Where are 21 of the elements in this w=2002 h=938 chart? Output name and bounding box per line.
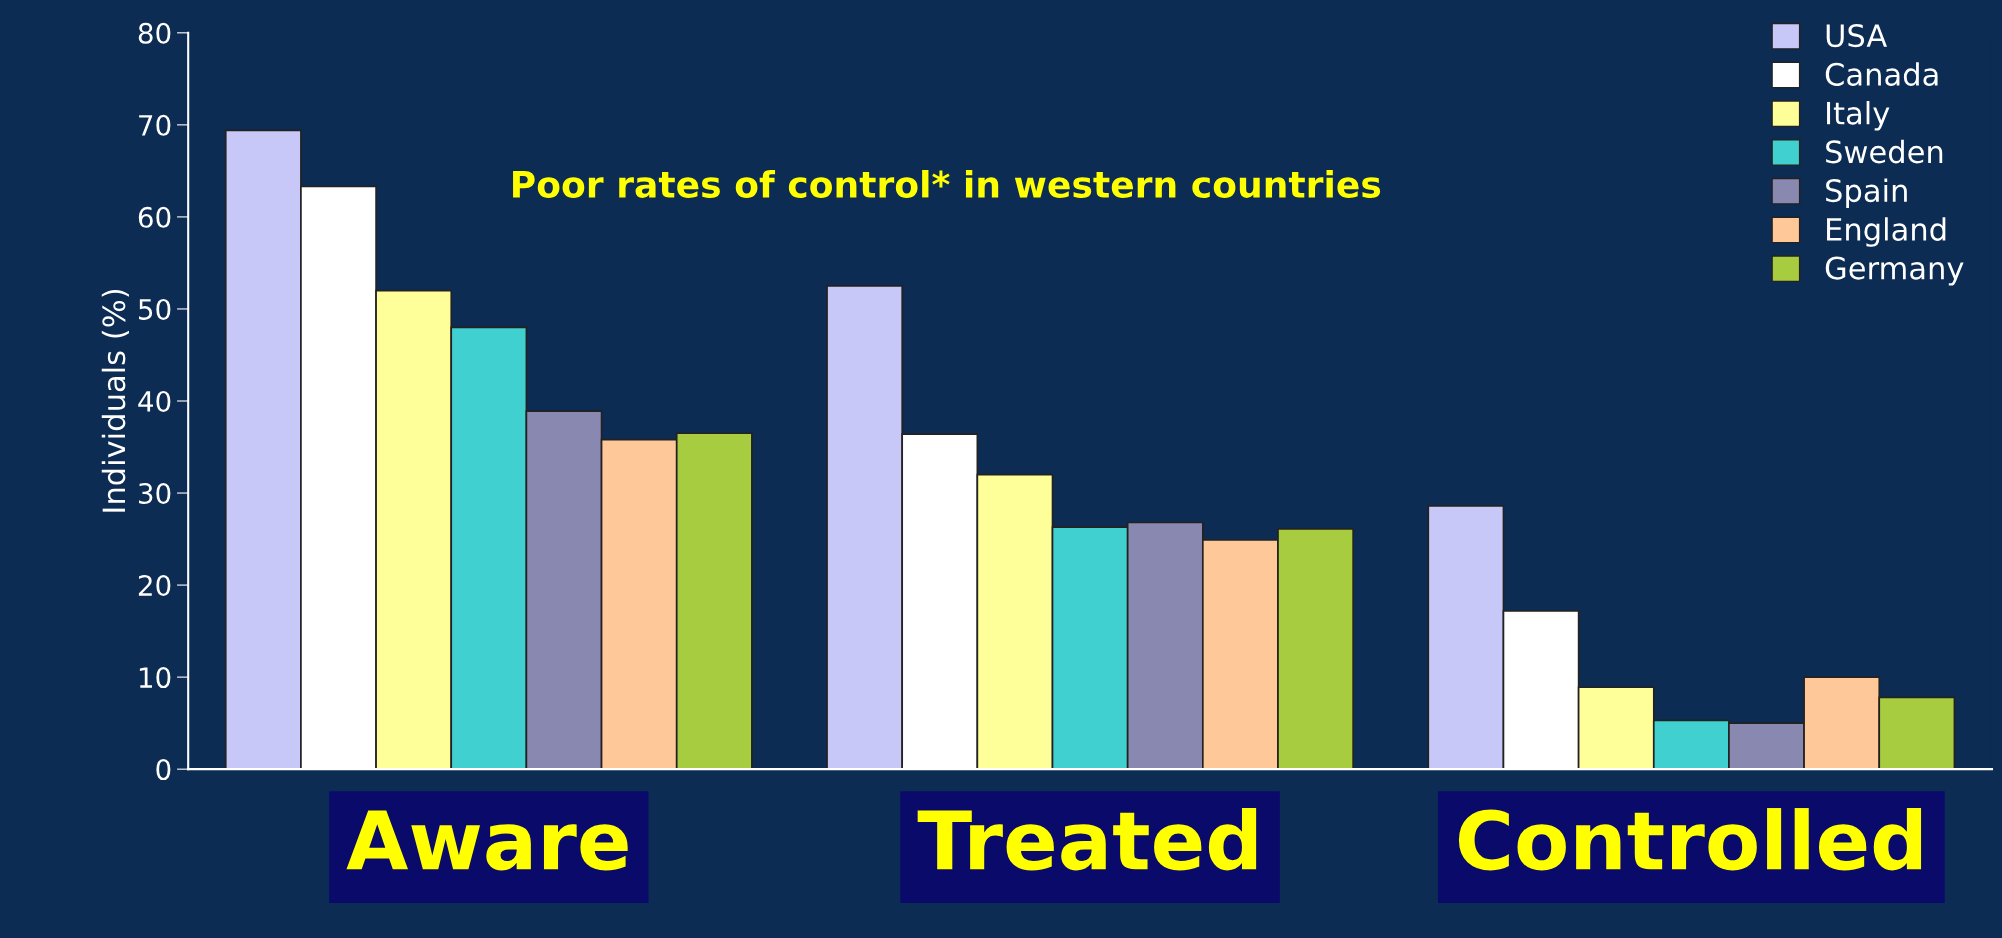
- x-tick-label: Treated: [917, 808, 1257, 871]
- text: Poor rates of control* in western countries: [513, 169, 1381, 198]
- legend-label: Spain: [1826, 178, 1907, 209]
- y-tick-label: 0: [156, 759, 171, 781]
- y-tick-label: 40: [138, 390, 171, 412]
- y-tick-label: 70: [139, 114, 171, 136]
- legend-label: Germany: [1825, 256, 1964, 286]
- legend-label: USA: [1826, 24, 1888, 48]
- y-tick-label: 20: [138, 575, 171, 597]
- legend-label: Sweden: [1826, 139, 1943, 164]
- x-tick-label: Controlled: [1458, 808, 1922, 871]
- y-tick-label: 80: [138, 22, 171, 44]
- y-tick-label: 60: [138, 206, 171, 228]
- y-tick-label: 50: [139, 298, 171, 320]
- x-tick-label: Aware: [346, 810, 628, 871]
- y-tick-label: 10: [139, 667, 171, 689]
- legend-label: England: [1827, 217, 1946, 247]
- legend-label: Italy: [1827, 101, 1890, 131]
- y-axis-title: Individuals (%): [101, 289, 129, 512]
- y-tick-label: 30: [138, 482, 171, 504]
- legend-label: Canada: [1825, 62, 1938, 86]
